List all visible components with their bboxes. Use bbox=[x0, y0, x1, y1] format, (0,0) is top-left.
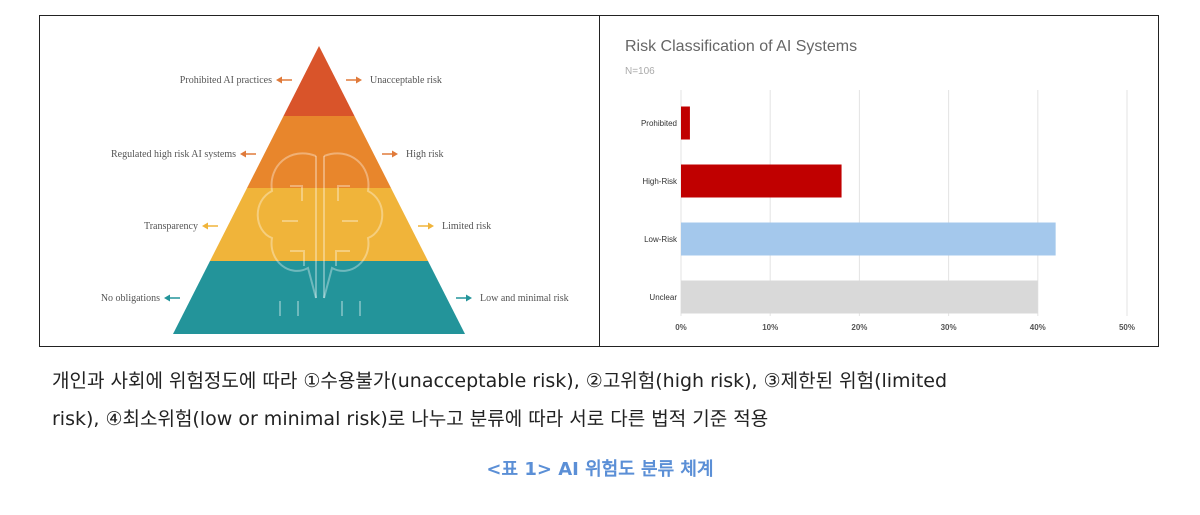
bar-chart: Risk Classification of AI Systems N=106 0%… bbox=[625, 38, 1135, 332]
arrowhead-right-4 bbox=[466, 294, 472, 302]
arrowhead-left-1 bbox=[276, 76, 282, 84]
arrowhead-left-4 bbox=[164, 294, 170, 302]
arrowhead-left-3 bbox=[202, 222, 208, 230]
chart-panel: Risk Classification of AI Systems N=106 0%… bbox=[600, 16, 1158, 346]
chart-title: Risk Classification of AI Systems bbox=[625, 38, 857, 55]
arrowhead-left-2 bbox=[240, 150, 246, 158]
bar-low-risk bbox=[681, 222, 1056, 256]
chart-subtitle: N=106 bbox=[625, 66, 655, 77]
category-label-unclear: Unclear bbox=[649, 293, 677, 302]
pyramid-left-label-3: Transparency bbox=[144, 221, 198, 232]
figure-frame: Prohibited AI practices Unacceptable risk… bbox=[39, 15, 1159, 347]
pyramid-left-label-1: Prohibited AI practices bbox=[180, 75, 272, 86]
risk-pyramid: Prohibited AI practices Unacceptable risk… bbox=[101, 46, 569, 334]
x-tick-label-0: 0% bbox=[675, 323, 687, 332]
x-tick-label-5: 50% bbox=[1119, 323, 1135, 332]
figure-description: 개인과 사회에 위험정도에 따라 ①수용불가(unacceptable risk… bbox=[52, 362, 1162, 438]
bar-high-risk bbox=[681, 164, 842, 198]
x-tick-label-4: 40% bbox=[1030, 323, 1046, 332]
arrowhead-right-3 bbox=[428, 222, 434, 230]
x-tick-label-3: 30% bbox=[941, 323, 957, 332]
pyramid-level-3 bbox=[210, 188, 428, 261]
pyramid-right-label-2: High risk bbox=[406, 149, 444, 160]
x-tick-label-1: 10% bbox=[762, 323, 778, 332]
table-caption: <표 1> AI 위험도 분류 체계 bbox=[486, 459, 714, 480]
brain-circuit-icon bbox=[256, 152, 384, 316]
pyramid-level-1 bbox=[283, 46, 355, 116]
pyramid-right-label-4: Low and minimal risk bbox=[480, 293, 569, 304]
panel-divider bbox=[599, 16, 600, 346]
arrowhead-right-2 bbox=[392, 150, 398, 158]
bar-unclear bbox=[681, 280, 1038, 314]
x-tick-label-2: 20% bbox=[851, 323, 867, 332]
pyramid-right-label-1: Unacceptable risk bbox=[370, 75, 442, 86]
pyramid-right-label-3: Limited risk bbox=[442, 221, 491, 232]
pyramid-level-4 bbox=[173, 261, 465, 334]
category-label-prohibited: Prohibited bbox=[641, 119, 677, 128]
pyramid-left-label-2: Regulated high risk AI systems bbox=[111, 149, 236, 160]
arrowhead-right-1 bbox=[356, 76, 362, 84]
risk-pyramid-panel: Prohibited AI practices Unacceptable risk… bbox=[40, 16, 599, 346]
description-line-1: 개인과 사회에 위험정도에 따라 ①수용불가(unacceptable risk… bbox=[52, 370, 948, 392]
description-line-2: risk), ④최소위험(low or minimal risk)로 나누고 분… bbox=[52, 408, 769, 430]
pyramid-left-label-4: No obligations bbox=[101, 293, 160, 304]
bar-prohibited bbox=[681, 106, 690, 140]
pyramid-level-2 bbox=[247, 116, 391, 188]
category-label-low-risk: Low-Risk bbox=[644, 235, 678, 244]
category-label-high-risk: High-Risk bbox=[642, 177, 678, 186]
